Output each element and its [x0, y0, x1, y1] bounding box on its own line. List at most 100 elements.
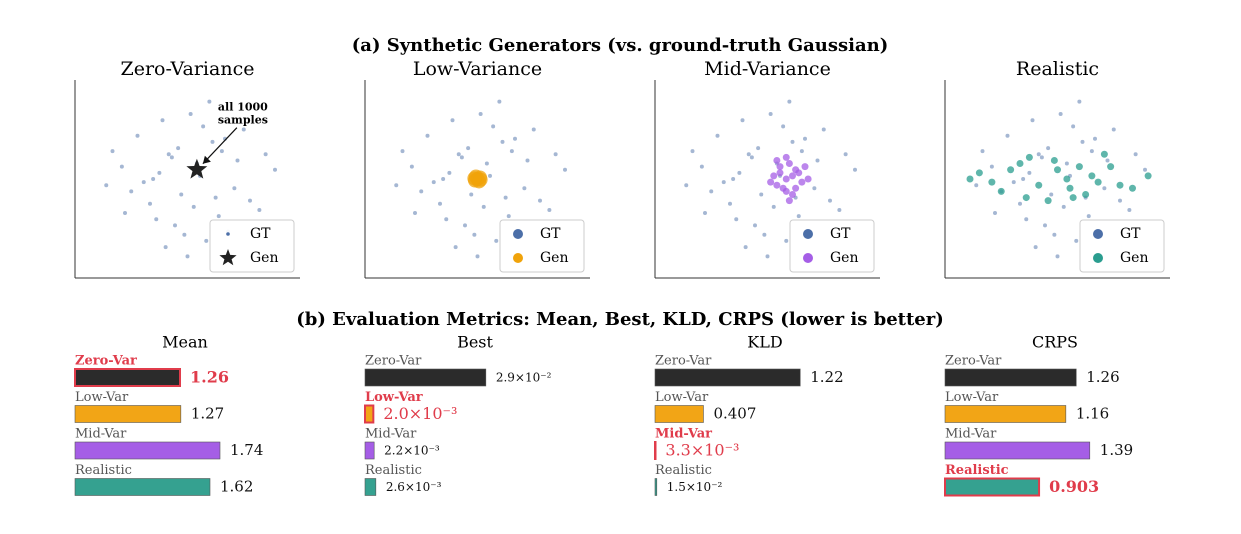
gt-point: [141, 180, 146, 185]
legend-marker: [219, 249, 237, 266]
gen-point: [792, 184, 800, 192]
gt-point: [837, 207, 842, 212]
gt-point: [216, 214, 221, 219]
panel-title: Best: [457, 333, 493, 352]
gt-point: [463, 223, 467, 228]
value-label: 2.2×10⁻³: [384, 444, 440, 458]
gt-point: [525, 158, 530, 163]
gt-point: [160, 118, 165, 123]
gt-point: [781, 124, 786, 129]
gt-point: [699, 164, 704, 169]
category-label: Realistic: [75, 463, 132, 478]
bar: [944, 405, 1067, 423]
gen-point: [770, 172, 778, 180]
gen-point: [776, 169, 784, 177]
gt-point: [182, 232, 187, 237]
legend-marker: [803, 229, 813, 239]
category-label: Mid-Var: [945, 427, 997, 442]
gt-point: [796, 214, 801, 219]
gt-point: [771, 204, 776, 209]
gt-point: [119, 164, 124, 169]
category-label: Low-Var: [75, 390, 129, 405]
gt-point: [472, 232, 477, 237]
bar: [654, 405, 704, 423]
gen-point: [789, 172, 796, 180]
gt-point: [1036, 152, 1041, 157]
gt-point: [235, 158, 240, 163]
gt-point: [1071, 124, 1076, 129]
legend-label: Gen: [1120, 250, 1149, 266]
gt-point: [469, 192, 474, 197]
gt-point: [176, 146, 181, 151]
arrow-head: [202, 155, 211, 164]
gt-point: [513, 136, 517, 141]
gt-point: [828, 198, 832, 203]
gt-point: [787, 99, 792, 104]
gt-point: [721, 180, 726, 185]
gt-point: [248, 198, 252, 203]
gt-point: [743, 245, 748, 250]
gen-point: [975, 169, 983, 177]
gt-point: [756, 146, 761, 151]
bar: [74, 441, 221, 460]
gt-point: [204, 238, 209, 243]
gt-point: [509, 149, 514, 154]
gt-point: [538, 198, 542, 203]
gt-point: [400, 149, 405, 154]
gen-point: [1094, 178, 1102, 186]
bar: [364, 368, 487, 387]
value-label: 1.22: [810, 368, 843, 386]
gt-point: [151, 177, 156, 181]
gt-point: [488, 173, 492, 178]
gen-point: [1063, 175, 1071, 183]
bar: [944, 441, 1091, 460]
legend-label: GT: [250, 226, 271, 242]
gen-point: [1088, 172, 1096, 180]
category-label: Zero-Var: [655, 354, 712, 369]
value-label: 1.39: [1100, 441, 1133, 459]
gt-point: [1005, 133, 1010, 138]
gt-point: [201, 124, 206, 129]
gt-point: [980, 149, 985, 154]
gt-point: [815, 158, 820, 163]
category-label: Low-Var: [945, 390, 999, 405]
gt-point: [993, 211, 997, 216]
gt-point: [812, 186, 817, 191]
gen-point: [782, 153, 790, 161]
gt-point: [173, 223, 177, 228]
bar: [654, 441, 657, 460]
gt-point: [185, 254, 190, 259]
gt-point: [500, 139, 505, 144]
value-label: 0.407: [713, 405, 756, 423]
legend-label: GT: [540, 226, 561, 242]
gt-point: [478, 112, 483, 117]
gt-point: [475, 254, 480, 259]
gt-point: [784, 238, 789, 243]
gt-point: [1030, 118, 1035, 123]
legend-marker: [1093, 253, 1103, 263]
gt-point: [154, 217, 159, 222]
gt-point: [459, 155, 464, 160]
gt-point: [703, 211, 707, 216]
value-label: 1.26: [1086, 368, 1119, 386]
legend-marker: [513, 253, 523, 263]
bar: [364, 441, 375, 460]
gt-point: [1089, 149, 1094, 154]
gt-point: [1064, 161, 1069, 166]
gt-point: [191, 204, 196, 209]
bar: [654, 478, 658, 496]
legend-label: Gen: [830, 250, 859, 266]
legend-label: GT: [830, 226, 851, 242]
title-a: (a) Synthetic Generators (vs. ground-tru…: [352, 35, 888, 56]
gt-point: [762, 232, 767, 237]
gt-point: [444, 217, 449, 222]
value-label: 1.5×10⁻²: [667, 480, 723, 494]
gen-point: [1107, 163, 1115, 171]
annotation-arrow: [202, 127, 238, 165]
gen-point: [1129, 184, 1136, 192]
gt-point: [425, 133, 430, 138]
category-label: Zero-Var: [75, 354, 137, 369]
legend-marker: [513, 229, 523, 239]
gen-point: [1050, 156, 1058, 164]
gt-point: [765, 254, 770, 259]
